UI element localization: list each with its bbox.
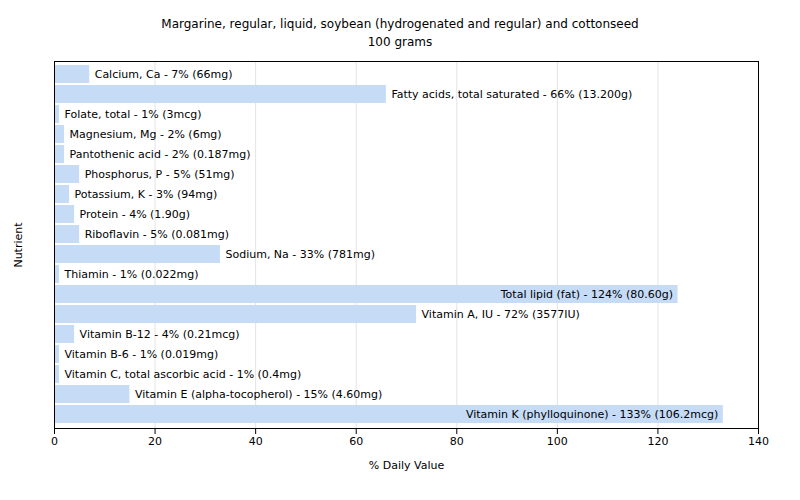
svg-text:Vitamin A, IU - 72% (3577IU): Vitamin A, IU - 72% (3577IU) [422, 308, 580, 321]
svg-text:60: 60 [349, 435, 363, 448]
html-text:100 grams: 100 grams [367, 35, 433, 49]
svg-text:Calcium, Ca - 7% (66mg): Calcium, Ca - 7% (66mg) [95, 68, 233, 81]
svg-text:Sodium, Na - 33% (781mg): Sodium, Na - 33% (781mg) [225, 248, 375, 261]
svg-text:Phosphorus, P - 5% (51mg): Phosphorus, P - 5% (51mg) [85, 168, 235, 181]
svg-text:80: 80 [450, 435, 464, 448]
svg-text:Thiamin - 1% (0.022mg): Thiamin - 1% (0.022mg) [64, 268, 199, 281]
svg-text:Riboflavin - 5% (0.081mg): Riboflavin - 5% (0.081mg) [85, 228, 229, 241]
svg-text:Vitamin C, total ascorbic acid: Vitamin C, total ascorbic acid - 1% (0.4… [65, 368, 302, 381]
html-text:Margarine, regular, liquid, so: Margarine, regular, liquid, soybean (hyd… [161, 17, 639, 31]
svg-text:Folate, total - 1% (3mcg): Folate, total - 1% (3mcg) [65, 108, 202, 121]
svg-text:Vitamin E (alpha-tocopherol) -: Vitamin E (alpha-tocopherol) - 15% (4.60… [135, 388, 382, 401]
svg-text:120: 120 [647, 435, 668, 448]
svg-text:Vitamin B-6 - 1% (0.019mg): Vitamin B-6 - 1% (0.019mg) [65, 348, 219, 361]
svg-text:Vitamin B-12 - 4% (0.21mcg): Vitamin B-12 - 4% (0.21mcg) [80, 328, 240, 341]
svg-text:0: 0 [51, 435, 58, 448]
svg-text:Potassium, K - 3% (94mg): Potassium, K - 3% (94mg) [75, 188, 218, 201]
svg-text:Total lipid (fat) - 124% (80.6: Total lipid (fat) - 124% (80.60g) [500, 288, 673, 301]
svg-text:100: 100 [547, 435, 568, 448]
svg-text:140: 140 [748, 435, 769, 448]
svg-text:% Daily Value: % Daily Value [369, 459, 445, 472]
svg-text:Magnesium, Mg - 2% (6mg): Magnesium, Mg - 2% (6mg) [70, 128, 222, 141]
svg-text:Nutrient: Nutrient [12, 222, 25, 268]
svg-text:Pantothenic acid - 2% (0.187mg: Pantothenic acid - 2% (0.187mg) [70, 148, 251, 161]
svg-text:Fatty acids, total saturated -: Fatty acids, total saturated - 66% (13.2… [391, 88, 632, 101]
svg-text:Vitamin K (phylloquinone) - 13: Vitamin K (phylloquinone) - 133% (106.2m… [466, 408, 718, 421]
svg-text:20: 20 [148, 435, 162, 448]
svg-text:Protein - 4% (1.90g): Protein - 4% (1.90g) [80, 208, 191, 221]
svg-text:40: 40 [249, 435, 263, 448]
